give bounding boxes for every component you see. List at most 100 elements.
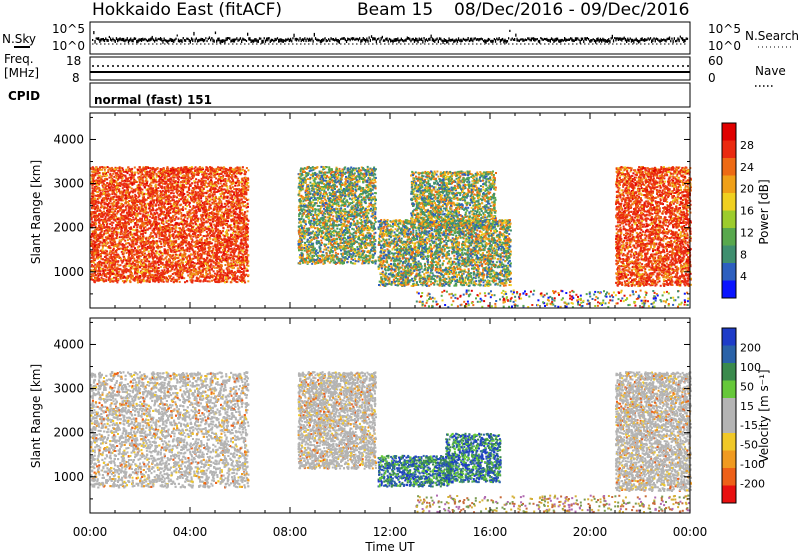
data-point (96, 177, 99, 180)
noise-sample (400, 37, 402, 41)
noise-sample (401, 39, 404, 42)
noise-sample (674, 40, 677, 43)
noise-sample (502, 37, 504, 41)
noise-sample (368, 36, 370, 39)
noise-sample (161, 38, 163, 42)
data-point (152, 221, 155, 224)
data-point (109, 238, 112, 241)
noise-tick-high-left: 10^5 (52, 22, 85, 36)
noise-sample (448, 37, 450, 42)
data-point (235, 188, 238, 191)
noise-sample (477, 38, 479, 41)
data-point (167, 219, 170, 222)
data-point (102, 185, 105, 188)
data-point (103, 232, 106, 235)
noise-sample (94, 40, 96, 44)
noise-sample (220, 39, 222, 43)
data-point (220, 270, 223, 273)
freq-panel: Freq. [MHz] 18 8 60 0 Nave (4, 52, 786, 87)
noise-sample (140, 38, 143, 42)
data-point (226, 233, 229, 236)
data-point (247, 264, 250, 267)
data-point (194, 279, 197, 282)
data-point (191, 217, 194, 220)
data-point (94, 172, 97, 175)
noise-sample (124, 39, 126, 43)
data-point (226, 172, 229, 175)
noise-sample (462, 37, 464, 41)
noise-sample (362, 37, 364, 41)
noise-tick-low-right: 10^0 (708, 39, 741, 53)
data-point (98, 243, 101, 245)
data-point (242, 226, 245, 229)
noise-sample (452, 38, 454, 42)
data-point (187, 274, 190, 277)
data-point (133, 263, 136, 265)
data-point (147, 268, 150, 271)
data-point (139, 177, 142, 179)
data-point (91, 264, 94, 266)
noise-sample (640, 37, 642, 42)
data-point (235, 226, 238, 229)
noise-sample (548, 39, 550, 42)
noise-sample (680, 37, 683, 40)
noise-sample (117, 38, 119, 43)
data-point (205, 270, 208, 273)
data-point (192, 211, 195, 214)
noise-sample (326, 39, 329, 42)
data-point (245, 214, 248, 217)
data-point (116, 184, 119, 187)
noise-sample (176, 34, 178, 37)
data-point (144, 229, 147, 232)
noise-sample (686, 37, 689, 40)
data-point (160, 173, 163, 176)
noise-sample (566, 39, 568, 42)
data-point (136, 275, 139, 278)
data-point (159, 255, 162, 258)
noise-sample (510, 38, 512, 41)
data-point (181, 195, 184, 198)
data-point (200, 197, 203, 200)
noise-sample (578, 38, 580, 41)
data-point (95, 265, 98, 268)
noise-sample (679, 35, 681, 38)
noise-sample (148, 38, 150, 42)
noise-sample (484, 39, 486, 43)
noise-sample (506, 40, 509, 43)
data-point (183, 231, 185, 234)
data-point (145, 207, 148, 210)
data-point (225, 212, 228, 215)
noise-sample (233, 38, 236, 43)
data-point (202, 252, 205, 255)
data-point (94, 218, 96, 221)
data-point (235, 191, 238, 194)
data-point (192, 225, 195, 228)
data-point (106, 267, 109, 269)
data-point (100, 206, 102, 209)
data-point (231, 273, 234, 276)
data-point (164, 180, 167, 183)
data-point (142, 207, 145, 210)
noise-sample (120, 38, 122, 42)
data-point (103, 240, 106, 243)
noise-sample (583, 39, 585, 44)
data-point (196, 280, 199, 282)
noise-sample (351, 37, 354, 41)
data-point (121, 203, 124, 206)
noise-sample (186, 37, 188, 40)
noise-sample (608, 38, 610, 42)
data-point (242, 271, 245, 274)
data-point (196, 224, 199, 227)
data-point (146, 258, 149, 261)
data-point (203, 176, 206, 179)
data-point (192, 200, 195, 203)
data-point (155, 225, 158, 228)
data-point (122, 190, 125, 193)
noise-sample (614, 37, 616, 39)
noise-sample (670, 39, 672, 43)
data-point (235, 208, 238, 211)
noise-sample (511, 37, 513, 40)
data-point (192, 189, 195, 192)
noise-sample (212, 38, 214, 43)
data-point (179, 229, 181, 232)
